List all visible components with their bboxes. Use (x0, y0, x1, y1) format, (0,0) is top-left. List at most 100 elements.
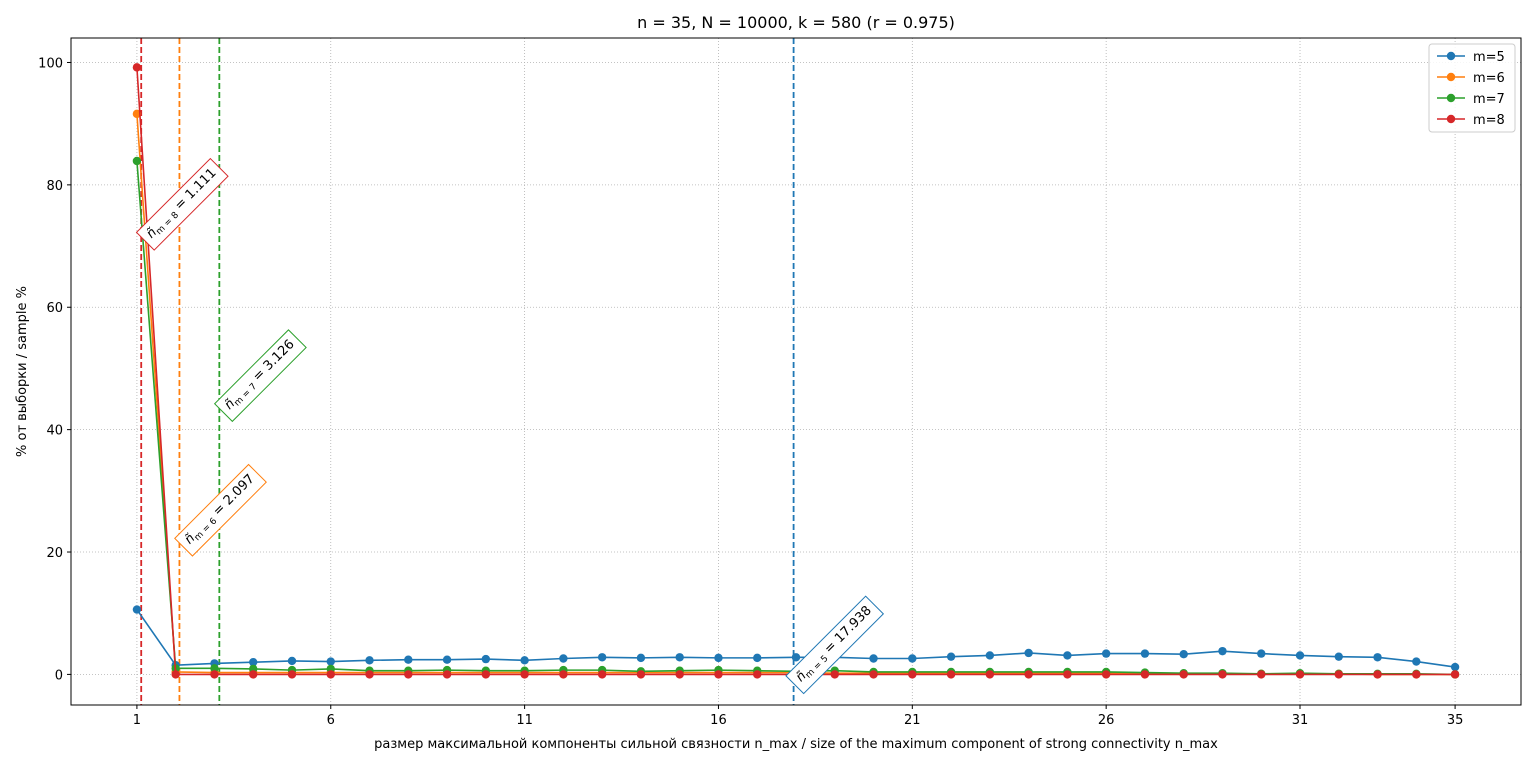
data-point-m=8 (1412, 670, 1421, 679)
y-tick-label: 80 (46, 179, 63, 194)
legend-marker-m=5 (1446, 51, 1456, 61)
legend-marker-m=7 (1446, 93, 1456, 103)
data-point-m=5 (404, 655, 413, 664)
y-axis-label: % от выборки / sample % (15, 286, 30, 457)
series-line-m=8 (136, 67, 1456, 676)
data-point-m=5 (249, 657, 258, 667)
data-point-m=8 (1179, 670, 1188, 679)
data-point-m=8 (636, 670, 646, 679)
data-point-m=5 (1295, 651, 1305, 660)
legend-box (1428, 43, 1516, 133)
data-point-m=5 (326, 657, 335, 666)
data-point-m=8 (1218, 670, 1227, 679)
data-point-m=8 (559, 670, 568, 679)
mean-annotation-m6: ñm = 6 = 2.097 (174, 463, 267, 557)
data-point-m=5 (1334, 652, 1343, 661)
data-point-m=5 (132, 605, 142, 614)
mean-annotations: ñm = 5 = 17.938 ñm = 6 = 2.097 ñm = 7 = 3.… (135, 157, 885, 695)
annotation-label: ñm = 6 = 2.097 (182, 472, 259, 549)
data-point-m=8 (442, 670, 452, 679)
data-point-m=5 (597, 653, 607, 662)
x-tick-label: 16 (710, 713, 727, 728)
chart-title: n = 35, N = 10000, k = 580 (r = 0.975) (637, 13, 955, 32)
data-point-m=5 (1179, 650, 1188, 659)
data-point-m=5 (636, 653, 646, 663)
data-point-m=5 (365, 656, 374, 665)
data-point-m=8 (1373, 670, 1382, 679)
data-point-m=8 (132, 63, 142, 72)
mean-vertical-lines (140, 38, 795, 705)
x-axis-label: размер максимальной компоненты сильной с… (374, 737, 1218, 752)
data-point-m=5 (675, 653, 684, 662)
x-tick-label: 1 (133, 713, 141, 728)
data-point-m=8 (1334, 670, 1343, 679)
x-tick-label: 35 (1447, 713, 1464, 728)
annotation-box (785, 595, 885, 695)
legend: m=5 m=6 m=7 m=8 (1428, 43, 1516, 133)
data-point-m=8 (1257, 670, 1266, 679)
annotation-box (135, 157, 229, 251)
legend-label-m=8: m=8 (1473, 113, 1505, 128)
data-point-m=5 (1412, 657, 1421, 666)
mean-annotation-m5: ñm = 5 = 17.938 (785, 595, 885, 695)
data-point-m=8 (675, 670, 684, 679)
data-point-m=5 (946, 652, 956, 661)
data-point-m=5 (1257, 649, 1266, 658)
y-tick-label: 0 (55, 668, 63, 683)
annotation-label: ñm = 8 = 1.111 (144, 166, 221, 243)
y-tick-label: 60 (46, 301, 63, 316)
series-line-m=6 (136, 113, 1456, 676)
data-point-m=8 (985, 670, 995, 679)
data-point-m=8 (908, 670, 917, 679)
data-point-m=5 (985, 651, 995, 660)
mean-annotation-m7: ñm = 7 = 3.126 (213, 329, 307, 423)
data-point-m=5 (442, 655, 452, 664)
data-point-m=5 (1140, 649, 1150, 658)
x-tick-label: 26 (1098, 713, 1115, 728)
x-tick-label: 11 (516, 713, 533, 728)
data-point-m=8 (830, 670, 839, 679)
y-tick-label: 20 (46, 546, 63, 561)
data-point-m=5 (869, 654, 878, 663)
data-point-m=5 (559, 654, 568, 663)
data-point-m=5 (791, 653, 801, 662)
annotation-box (213, 329, 307, 423)
data-point-m=5 (1024, 648, 1033, 658)
data-point-m=8 (326, 670, 335, 679)
data-point-m=5 (481, 654, 491, 664)
data-point-m=5 (1063, 651, 1072, 660)
data-point-m=8 (1024, 670, 1033, 679)
data-point-m=5 (520, 656, 529, 665)
grid (71, 38, 1521, 705)
annotation-box (174, 463, 267, 557)
data-point-m=8 (1063, 670, 1072, 679)
data-point-m=5 (1218, 646, 1227, 656)
legend-label-m=5: m=5 (1473, 50, 1505, 65)
data-point-m=5 (1101, 649, 1111, 658)
data-point-m=8 (1101, 670, 1111, 679)
data-point-m=8 (404, 670, 413, 679)
data-point-m=8 (946, 670, 956, 679)
data-point-m=5 (1373, 653, 1382, 662)
data-point-m=8 (869, 670, 878, 679)
plot-area-frame (70, 37, 1522, 706)
y-tick-label: 100 (38, 56, 63, 71)
series-lines (132, 63, 1460, 679)
mean-annotation-m8: ñm = 8 = 1.111 (135, 157, 229, 251)
x-tick-label: 31 (1292, 713, 1309, 728)
data-point-m=8 (171, 670, 180, 679)
data-point-m=8 (287, 670, 297, 679)
x-tick-label: 21 (904, 713, 921, 728)
data-point-m=8 (249, 670, 258, 679)
legend-label-m=7: m=7 (1473, 92, 1505, 107)
annotation-label: ñm = 7 = 3.126 (222, 337, 299, 414)
y-tick-label: 40 (46, 424, 63, 439)
data-point-m=5 (1450, 662, 1460, 672)
data-point-m=8 (597, 670, 607, 679)
legend-marker-m=8 (1446, 114, 1456, 124)
data-point-m=7 (132, 156, 142, 166)
data-point-m=8 (1450, 670, 1460, 679)
series-line-m=7 (136, 160, 1456, 676)
